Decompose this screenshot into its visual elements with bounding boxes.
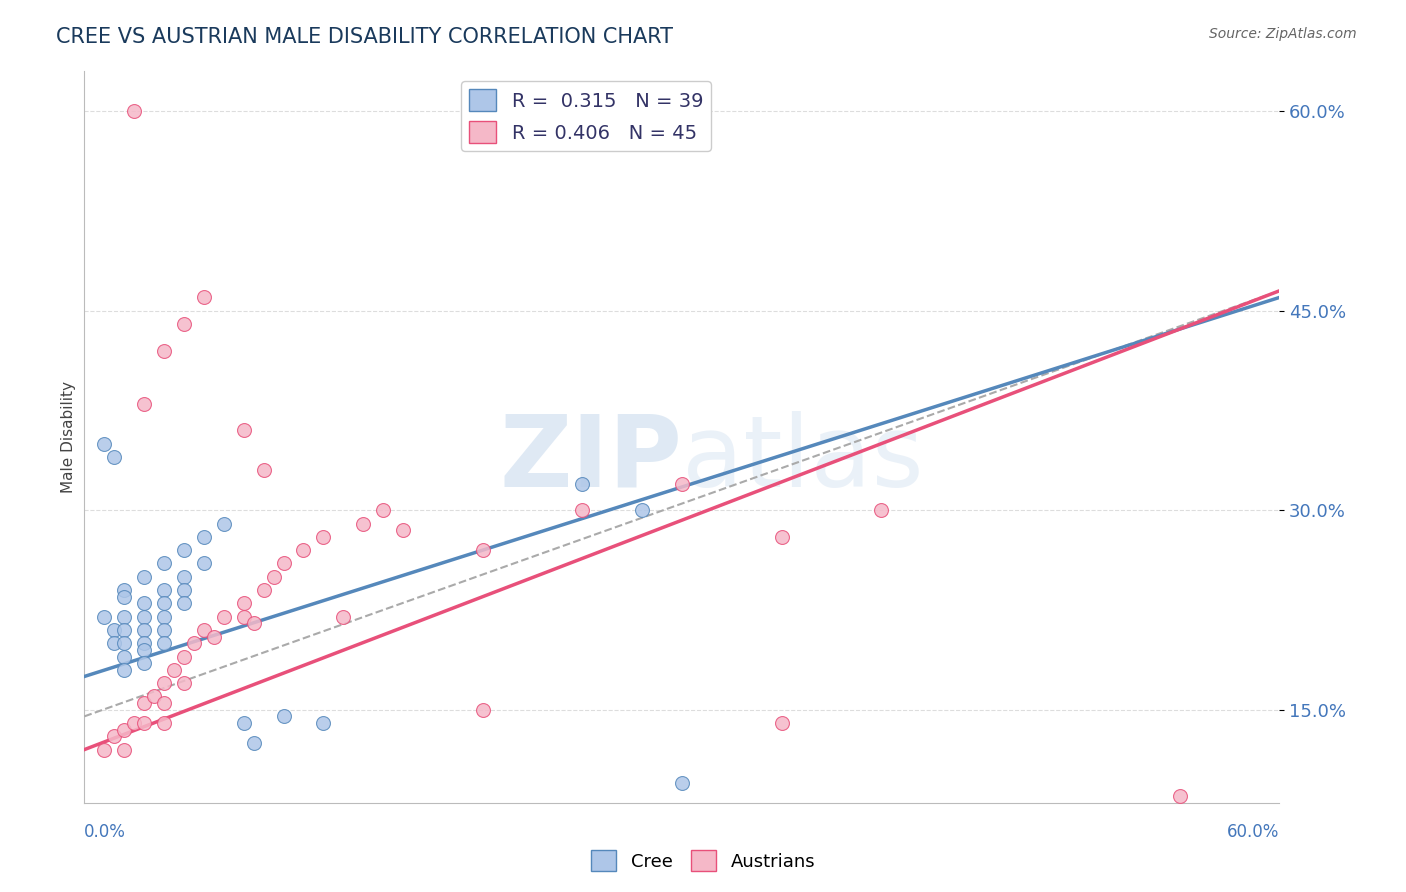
Point — [193, 623, 215, 637]
Point — [143, 690, 166, 704]
Point — [153, 696, 176, 710]
Point — [112, 609, 135, 624]
Point — [571, 503, 593, 517]
Point — [232, 596, 254, 610]
Point — [163, 663, 186, 677]
Point — [103, 623, 125, 637]
Point — [153, 343, 176, 358]
Text: atlas: atlas — [682, 410, 924, 508]
Point — [631, 503, 654, 517]
Y-axis label: Male Disability: Male Disability — [60, 381, 76, 493]
Point — [93, 609, 115, 624]
Point — [112, 649, 135, 664]
Point — [153, 557, 176, 571]
Point — [132, 623, 156, 637]
Text: CREE VS AUSTRIAN MALE DISABILITY CORRELATION CHART: CREE VS AUSTRIAN MALE DISABILITY CORRELA… — [56, 27, 673, 46]
Point — [153, 582, 176, 597]
Point — [112, 723, 135, 737]
Point — [173, 543, 195, 558]
Point — [870, 503, 893, 517]
Point — [253, 582, 276, 597]
Point — [132, 397, 156, 411]
Point — [193, 557, 215, 571]
Point — [273, 709, 295, 723]
Text: Source: ZipAtlas.com: Source: ZipAtlas.com — [1209, 27, 1357, 41]
Point — [132, 609, 156, 624]
Point — [153, 623, 176, 637]
Point — [112, 663, 135, 677]
Point — [93, 436, 115, 450]
Point — [770, 716, 793, 731]
Point — [173, 570, 195, 584]
Point — [332, 609, 354, 624]
Point — [183, 636, 205, 650]
Point — [232, 609, 254, 624]
Point — [173, 582, 195, 597]
Point — [122, 104, 145, 119]
Point — [232, 716, 254, 731]
Point — [242, 736, 264, 750]
Point — [242, 616, 264, 631]
Point — [253, 463, 276, 477]
Point — [112, 636, 135, 650]
Point — [132, 696, 156, 710]
Text: ZIP: ZIP — [499, 410, 682, 508]
Point — [312, 530, 335, 544]
Point — [103, 636, 125, 650]
Point — [132, 716, 156, 731]
Point — [112, 590, 135, 604]
Point — [153, 716, 176, 731]
Point — [173, 317, 195, 331]
Point — [193, 290, 215, 304]
Point — [312, 716, 335, 731]
Point — [352, 516, 374, 531]
Point — [93, 742, 115, 756]
Point — [153, 676, 176, 690]
Point — [132, 596, 156, 610]
Point — [232, 424, 254, 438]
Text: 0.0%: 0.0% — [84, 822, 127, 841]
Point — [770, 530, 793, 544]
Point — [671, 476, 693, 491]
Text: 60.0%: 60.0% — [1227, 822, 1279, 841]
Point — [112, 623, 135, 637]
Legend: Cree, Austrians: Cree, Austrians — [583, 843, 823, 879]
Point — [132, 643, 156, 657]
Point — [153, 609, 176, 624]
Point — [122, 716, 145, 731]
Point — [273, 557, 295, 571]
Point — [263, 570, 285, 584]
Point — [471, 543, 494, 558]
Legend: R =  0.315   N = 39, R = 0.406   N = 45: R = 0.315 N = 39, R = 0.406 N = 45 — [461, 81, 711, 152]
Point — [103, 450, 125, 464]
Point — [173, 649, 195, 664]
Point — [671, 776, 693, 790]
Point — [132, 570, 156, 584]
Point — [202, 630, 225, 644]
Point — [212, 516, 235, 531]
Point — [1168, 789, 1191, 804]
Point — [112, 742, 135, 756]
Point — [132, 656, 156, 670]
Point — [173, 676, 195, 690]
Point — [112, 582, 135, 597]
Point — [471, 703, 494, 717]
Point — [373, 503, 395, 517]
Point — [193, 530, 215, 544]
Point — [212, 609, 235, 624]
Point — [571, 476, 593, 491]
Point — [132, 636, 156, 650]
Point — [153, 636, 176, 650]
Point — [292, 543, 315, 558]
Point — [173, 596, 195, 610]
Point — [153, 596, 176, 610]
Point — [392, 523, 415, 537]
Point — [103, 729, 125, 743]
